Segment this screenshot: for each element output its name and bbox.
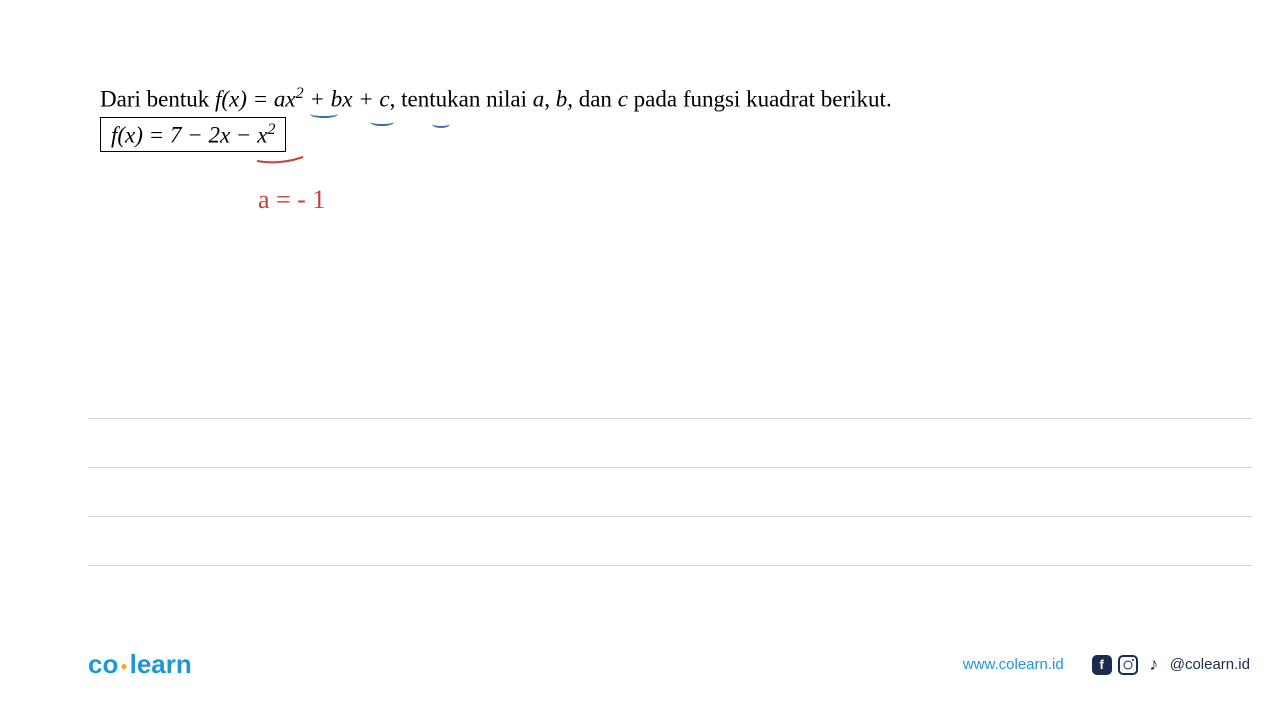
social-handle: @colearn.id <box>1170 656 1250 673</box>
comma1: , <box>544 87 556 112</box>
text-ending: pada fungsi kuadrat berikut. <box>628 87 892 112</box>
logo: co●learn <box>88 649 192 680</box>
question-content: Dari bentuk f(x) = ax2 + bx + c, tentuka… <box>100 85 1180 152</box>
formula-part2: + bx + c <box>304 87 390 112</box>
boxed-exp: 2 <box>267 121 275 138</box>
logo-co: co <box>88 649 118 679</box>
footer: co●learn www.colearn.id f ♪ @colearn.id <box>0 649 1280 680</box>
ruled-line <box>88 467 1252 468</box>
blue-underline-2 <box>370 118 394 126</box>
ruled-line <box>88 565 1252 566</box>
footer-right: www.colearn.id f ♪ @colearn.id <box>963 655 1250 675</box>
social-section: f ♪ @colearn.id <box>1092 655 1250 675</box>
text-suffix: , tentukan nilai <box>390 87 533 112</box>
text-prefix: Dari bentuk <box>100 87 215 112</box>
facebook-icon: f <box>1092 655 1112 675</box>
var-b: b <box>556 87 568 112</box>
ruled-lines-area <box>88 418 1252 614</box>
question-line: Dari bentuk f(x) = ax2 + bx + c, tentuka… <box>100 85 1180 113</box>
instagram-icon <box>1118 655 1138 675</box>
website-url: www.colearn.id <box>963 656 1064 673</box>
var-c: c <box>618 87 628 112</box>
comma2: , dan <box>567 87 617 112</box>
logo-dot: ● <box>120 659 127 673</box>
boxed-content: (x) = 7 − 2x − x <box>117 122 267 147</box>
formula-exp1: 2 <box>296 85 304 102</box>
ruled-line <box>88 516 1252 517</box>
blue-underline-3 <box>432 120 450 128</box>
blue-underline-1 <box>310 110 338 118</box>
tiktok-icon: ♪ <box>1144 655 1164 675</box>
formula-part1: (x) = ax <box>221 87 295 112</box>
red-underline <box>255 152 305 162</box>
logo-learn: learn <box>130 649 192 679</box>
handwritten-answer: a = - 1 <box>258 185 325 215</box>
ruled-line <box>88 418 1252 419</box>
boxed-equation: f(x) = 7 − 2x − x2 <box>100 117 286 153</box>
var-a: a <box>533 87 545 112</box>
